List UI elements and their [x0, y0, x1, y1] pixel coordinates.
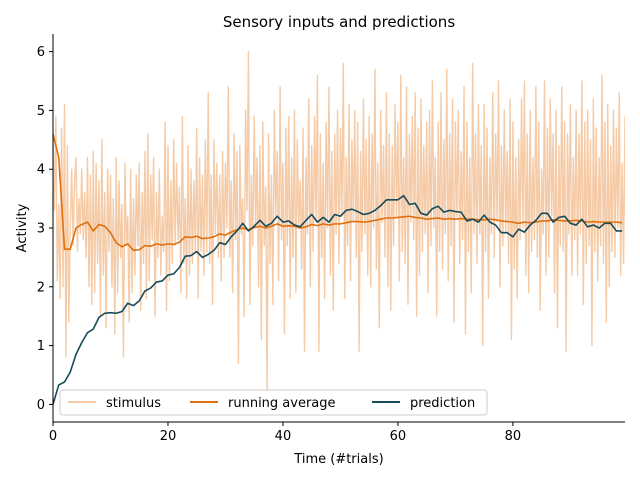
- series-layer: [53, 50, 625, 405]
- y-tick-label: 1: [37, 339, 45, 354]
- y-tick-label: 4: [37, 163, 45, 178]
- x-tick-label: 80: [505, 429, 522, 444]
- y-tick-label: 6: [37, 45, 45, 60]
- y-tick-label: 5: [37, 104, 45, 119]
- series-line-prediction: [53, 194, 623, 405]
- x-axis-ticks: 0 20 40 60 80: [49, 422, 521, 444]
- x-tick-label: 40: [275, 429, 292, 444]
- x-tick-label: 60: [390, 429, 407, 444]
- y-tick-label: 2: [37, 280, 45, 295]
- legend-box: [59, 389, 488, 416]
- legend-label: prediction: [410, 396, 475, 411]
- legend-label: running average: [228, 396, 336, 411]
- y-axis-label: Activity: [15, 203, 30, 252]
- y-axis-ticks: 0 1 2 3 4 5 6: [37, 45, 53, 413]
- y-tick-label: 3: [37, 222, 45, 237]
- series-line-stimulus: [53, 50, 625, 394]
- chart-title: Sensory inputs and predictions: [223, 13, 455, 31]
- x-tick-label: 20: [160, 429, 177, 444]
- legend-label: stimulus: [106, 396, 161, 411]
- series-line-running-average: [53, 133, 623, 252]
- x-axis-label: Time (#trials): [293, 452, 383, 467]
- x-tick-label: 0: [49, 429, 57, 444]
- y-tick-label: 0: [37, 398, 45, 413]
- legend: stimulus running average prediction: [59, 389, 488, 416]
